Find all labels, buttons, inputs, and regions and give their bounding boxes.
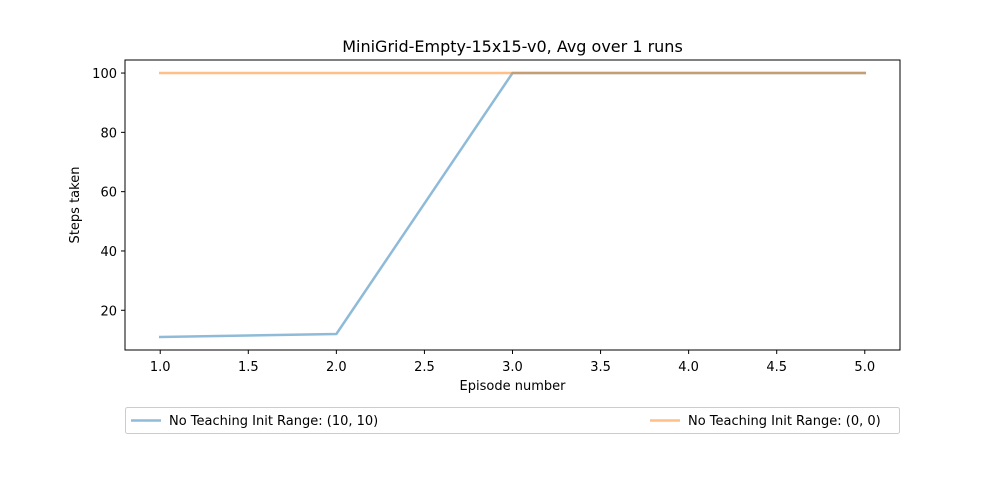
x-tick-label: 1.0 (150, 360, 171, 375)
x-tick-label: 3.0 (502, 360, 523, 375)
x-tick-label: 2.5 (414, 360, 435, 375)
x-tick-label: 4.5 (766, 360, 787, 375)
x-tick-label: 2.0 (326, 360, 347, 375)
x-tick-label: 4.0 (678, 360, 699, 375)
chart-title: MiniGrid-Empty-15x15-v0, Avg over 1 runs (342, 37, 683, 56)
legend-label-series-1: No Teaching Init Range: (10, 10) (169, 414, 378, 429)
legend-label-series-2: No Teaching Init Range: (0, 0) (688, 414, 881, 429)
x-axis-label: Episode number (460, 379, 567, 394)
y-tick-label: 40 (100, 245, 117, 260)
y-tick-label: 100 (92, 67, 117, 82)
y-axis-label: Steps taken (68, 167, 83, 244)
y-tick-label: 80 (100, 126, 117, 141)
x-tick-label: 3.5 (590, 360, 611, 375)
legend-frame (125, 407, 900, 434)
x-tick-label: 5.0 (854, 360, 875, 375)
y-axis-ticks: 20 40 60 80 100 (92, 67, 125, 319)
legend: No Teaching Init Range: (10, 10) No Teac… (125, 407, 900, 434)
y-tick-label: 20 (100, 304, 117, 319)
y-tick-label: 60 (100, 186, 117, 201)
series-layer (158, 71, 867, 339)
x-axis-ticks: 1.0 1.5 2.0 2.5 3.0 3.5 4.0 4.5 5.0 (150, 350, 875, 375)
x-tick-label: 1.5 (238, 360, 259, 375)
